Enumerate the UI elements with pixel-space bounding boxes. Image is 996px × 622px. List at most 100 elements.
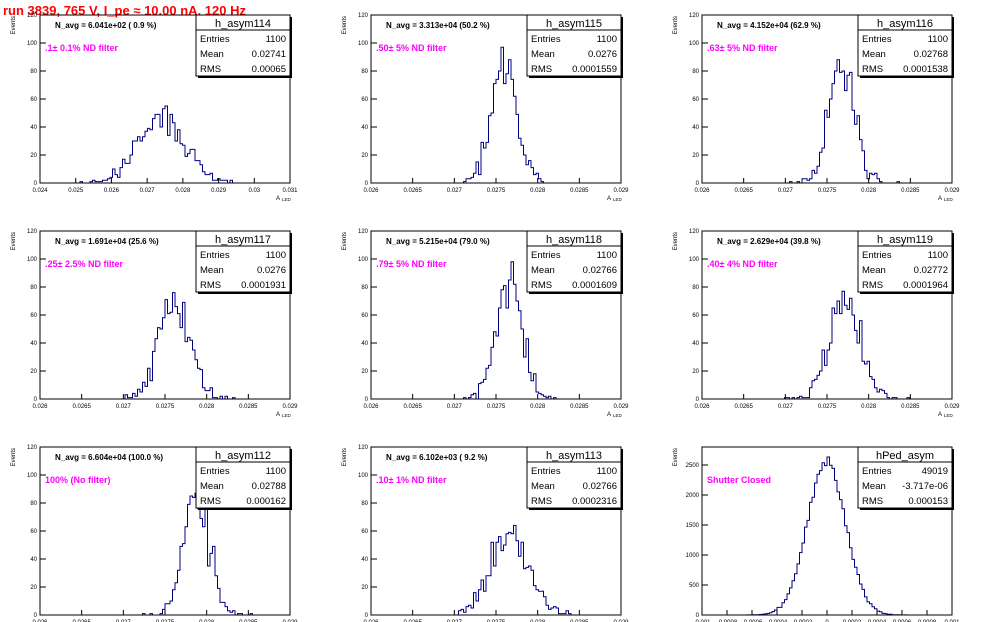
stats-label: RMS: [862, 280, 883, 291]
y-tick-label: 80: [361, 285, 368, 291]
stats-value: 0.02741: [252, 49, 286, 60]
y-tick-label: 0: [34, 613, 38, 619]
stats-value: 0.02768: [914, 49, 948, 60]
x-tick-label: 0.026: [363, 404, 379, 410]
y-tick-label: 20: [30, 585, 37, 591]
x-tick-label: 0.03: [248, 188, 260, 194]
histogram-title: h_asym118: [546, 234, 602, 246]
navg-label: N_avg = 4.152e+04 (62.9 %): [717, 21, 821, 30]
stats-value: 0.0002316: [572, 496, 617, 507]
x-tick-label: 0.0285: [239, 620, 258, 622]
stats-value: 0.0276: [257, 265, 286, 276]
stats-value: 0.0001609: [572, 280, 617, 291]
histogram-line: [702, 59, 952, 184]
stats-box: [195, 446, 291, 509]
x-tick-label: 0.029: [944, 404, 960, 410]
stats-box: [857, 230, 953, 293]
x-tick-label: 0.0265: [403, 404, 422, 410]
stats-value: 0.00065: [252, 64, 286, 75]
stats-value: 1100: [597, 466, 617, 477]
x-axis-title: A LED: [276, 196, 292, 202]
x-tick-label: 0.027: [447, 188, 463, 194]
x-tick-label: 0.029: [944, 188, 960, 194]
y-tick-label: 120: [27, 13, 38, 19]
y-axis-title: Events: [342, 16, 348, 34]
y-tick-label: 80: [30, 285, 37, 291]
x-axis-title: A LED: [607, 196, 623, 202]
filter-label: .79± 5% ND filter: [376, 259, 447, 269]
histogram-line: [40, 105, 290, 184]
stats-label: Entries: [200, 250, 230, 261]
x-tick-label: 0.0285: [239, 404, 258, 410]
stats-label: Entries: [862, 34, 892, 45]
stats-value: 0.02788: [252, 481, 286, 492]
x-tick-label: 0.0275: [818, 404, 837, 410]
y-tick-label: 0: [34, 181, 38, 187]
y-tick-label: 100: [27, 257, 38, 263]
x-tick-label: 0.0265: [734, 188, 753, 194]
y-tick-label: 0: [34, 397, 38, 403]
histogram-panel-h_asym113: 0.026 0.0265 0.027 0.0275 0.028 0.0285 0.029 0 2…: [342, 445, 629, 622]
histogram-line: [371, 524, 621, 616]
x-tick-label: 0.0275: [487, 188, 506, 194]
filter-label: .1± 0.1% ND filter: [45, 43, 118, 53]
y-tick-label: 500: [689, 583, 700, 589]
y-tick-label: 100: [358, 473, 369, 479]
y-tick-label: 40: [30, 557, 37, 563]
y-tick-label: 0: [696, 397, 700, 403]
x-tick-label: -0.0002: [792, 620, 813, 622]
x-tick-label: 0.0285: [570, 188, 589, 194]
x-tick-label: 0.0008: [918, 620, 937, 622]
x-tick-label: 0.027: [447, 404, 463, 410]
y-tick-label: 80: [361, 69, 368, 75]
stats-value: 1100: [266, 250, 286, 261]
stats-label: Entries: [531, 34, 561, 45]
x-tick-label: 0.0002: [843, 620, 862, 622]
y-axis-title: Events: [673, 448, 679, 466]
stats-box: [195, 230, 291, 293]
x-tick-label: 0.029: [211, 188, 227, 194]
navg-label: N_avg = 6.041e+02 ( 0.9 %): [55, 21, 157, 30]
navg-label: N_avg = 3.313e+04 (50.2 %): [386, 21, 490, 30]
stats-value: 1100: [928, 250, 948, 261]
x-tick-label: 0.0275: [156, 620, 175, 622]
run-title: run 3839, 765 V, I_pe ≈ 10.00 nA, 120 Hz: [3, 3, 246, 18]
stats-box: [526, 14, 622, 77]
y-tick-label: 0: [696, 181, 700, 187]
stats-value: -3.717e-06: [902, 481, 948, 492]
x-tick-label: 0.0285: [901, 404, 920, 410]
x-tick-label: 0.027: [778, 188, 794, 194]
navg-label: N_avg = 5.215e+04 (79.0 %): [386, 237, 490, 246]
stats-label: Entries: [862, 466, 892, 477]
filter-label: .25± 2.5% ND filter: [45, 259, 123, 269]
stats-label: RMS: [200, 280, 221, 291]
x-tick-label: 0.0006: [893, 620, 912, 622]
x-tick-label: 0.0275: [156, 404, 175, 410]
x-tick-label: 0.027: [447, 620, 463, 622]
x-tick-label: 0.0275: [818, 188, 837, 194]
stats-value: 49019: [922, 466, 948, 477]
stats-label: Mean: [531, 481, 555, 492]
histogram-title: hPed_asym: [876, 450, 934, 462]
histogram-title: h_asym117: [215, 234, 271, 246]
histogram-title: h_asym114: [215, 18, 271, 30]
y-tick-label: 80: [30, 501, 37, 507]
x-tick-label: 0.027: [116, 620, 132, 622]
y-axis-title: Events: [11, 232, 17, 250]
stats-value: 0.0001538: [903, 64, 948, 75]
stats-label: RMS: [862, 64, 883, 75]
x-tick-label: 0.028: [530, 620, 546, 622]
y-tick-label: 60: [361, 313, 368, 319]
stats-label: Mean: [200, 265, 224, 276]
y-tick-label: 2000: [686, 493, 700, 499]
x-tick-label: 0.0265: [403, 188, 422, 194]
x-tick-label: 0.028: [199, 620, 215, 622]
x-tick-label: 0.028: [530, 188, 546, 194]
x-tick-label: 0.029: [613, 620, 629, 622]
y-tick-label: 80: [30, 69, 37, 75]
y-axis-title: Events: [673, 16, 679, 34]
histogram-line: [702, 290, 952, 400]
x-tick-label: 0.026: [694, 188, 710, 194]
y-tick-label: 20: [361, 585, 368, 591]
stats-label: RMS: [531, 496, 552, 507]
